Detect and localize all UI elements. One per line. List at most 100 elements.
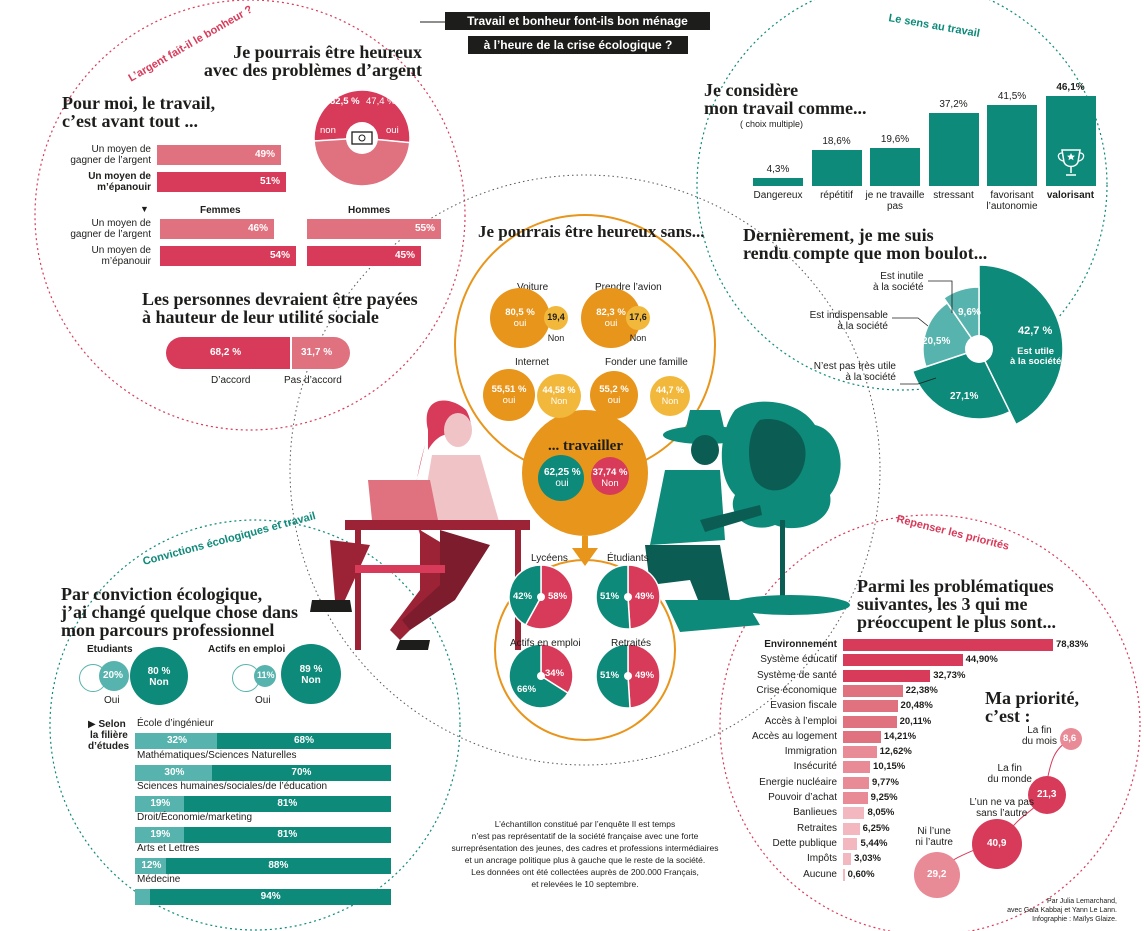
filiere-label-0: École d’ingénieur [137,718,214,729]
label-inutile: Est inutile à la société [873,271,924,293]
filiere-bar-5: 94% [135,889,391,905]
vbar-label-3: stressant [933,190,974,201]
etudiants-oui-value: 20% [103,670,124,681]
prio-label-15: Aucune [803,868,837,880]
prio-value-0: 78,83% [1056,639,1089,650]
filiere-non-0 [216,733,391,749]
heading-priorites-2: suivantes, les 3 qui me [857,594,1028,614]
filiere-label-2: Sciences humaines/sociales/de l’éducatio… [137,781,328,792]
actifs-oui-value: 11% [257,670,275,680]
prio-label-11: Banlieues [793,807,837,819]
filiere-bar-3: 19% 81% [135,827,391,843]
prio-value-14: 3,03% [854,853,881,865]
bar-hommes-argent: 55% [307,219,441,239]
group-pie-2 [508,643,574,709]
choix-multiple: ( choix multiple) [740,119,804,129]
prio-bar-9 [843,776,870,789]
label-epanouir-2: Un moyen de m’épanouir [91,245,151,267]
filiere-non-1 [211,765,391,781]
prio-bar-5 [843,715,897,728]
prio-value-5: 20,11% [899,715,932,727]
label-argent-2: Un moyen de gagner de l’argent [70,218,151,240]
bubble-oui-3 [590,371,638,419]
filiere-oui-4 [135,858,166,874]
pie-pauvre-oui-value: 47,4 % [366,96,396,107]
footnote: L’échantillon constitué par l’enquête Il… [451,819,719,889]
pas-accord-value: 31,7 % [301,347,333,358]
prio-bar-6 [843,730,881,743]
bar-accord [166,337,294,369]
prio-bar-3 [843,684,903,697]
travailler-oui-bubble [538,455,584,501]
prio-label-14: Impôts [806,853,837,865]
filiere-oui-value-2: 19% [150,798,171,809]
section-circle-argent [34,0,466,431]
bar-hommes-epanouir: 45% [307,246,421,266]
prio-value-8: 10,15% [873,761,906,773]
bar-argent-total: 49% [157,145,281,165]
filiere-non-value-0: 68% [293,735,314,746]
vbar-3 [928,113,979,186]
filiere-non-value-2: 81% [277,798,298,809]
prio-bar-8 [843,761,871,774]
group-pie-oui-slice-0 [508,564,542,627]
trophy-icon [1057,149,1084,176]
filiere-oui-5 [135,889,151,905]
pie-boulot-indispensable-value: 20,5% [922,336,951,347]
vbar-label-1: répétitif [820,190,853,201]
filiere-label-5: Médecine [137,874,181,885]
group-pie-non-value-0: 58% [548,591,568,602]
prio-label-1: Système éducatif [760,654,837,666]
bubble-oui-text-2: 55,51 % oui [491,384,527,406]
heading-priorite-1: Ma priorité, [985,688,1079,708]
prio-label-10: Pouvoir d’achat [768,792,837,803]
priorite-label-fin-mois: La fin du mois [1021,725,1057,747]
group-pie-oui-value-1: 51% [600,591,620,602]
label-argent: Un moyen de gagner de l’argent [70,144,151,166]
priorite-label-les-deux: L’un ne va pas sans l’autre [969,797,1035,819]
etudiants-label: Etudiants [87,644,133,655]
prio-value-11: 8,05% [867,807,895,819]
priorite-bubble-fin-monde [1028,776,1066,814]
prio-value-9: 9,77% [872,776,899,788]
pie-pauvre [313,89,411,187]
groups-orange-ring [494,559,676,741]
prio-label-3: Crise économique [756,684,837,696]
section-circle-sens [696,0,1108,391]
heading-priorite-2: c’est : [985,706,1031,726]
group-pie-oui-value-3: 51% [600,670,620,681]
filiere-label: ▶ Selon la filière d’études [88,719,130,752]
filiere-bar-2: 19% 81% [135,796,391,812]
actifs-oui-label: Oui [255,695,271,706]
prio-label-5: Accès à l’emploi [764,715,837,727]
pie-slice-non [313,89,411,144]
femmes-label: Femmes [200,205,241,216]
prio-bar-13 [843,837,858,850]
travailler-heading: ... travailler [548,438,623,454]
prio-bar-1 [843,654,963,667]
travailler-non-value: 37,74 % Non [592,467,628,489]
triangle-marker: ▼ [140,204,149,214]
prio-bar-2 [843,669,931,682]
filiere-oui-value-4: 12% [141,860,162,871]
heading-convictions-2: j’ai changé quelque chose dans [61,602,299,622]
vbar-1 [811,149,862,186]
bubble-non-text-2: 44,58 % Non [542,385,576,406]
bubble-non-text-3: 44,7 % Non [655,385,685,406]
bubble-non-1 [626,306,650,330]
pie-boulot-utile-label: Est utile à la société [1010,346,1062,367]
title-line-2: à l’heure de la crise écologique ? [468,36,688,54]
label-indispensable: Est indispensable à la société [809,310,888,332]
travailler-circle [522,410,648,536]
filiere-bar-4: 12% 88% [135,858,391,874]
pie-boulot-pasutile-value: 27,1% [950,391,979,402]
prio-label-7: Immigration [784,746,837,758]
actifs-non-value: 89 % Non [299,664,323,686]
travailler-oui-value: 62,25 % oui [544,467,581,489]
heading-payees-2: à hauteur de leur utilité sociale [142,307,379,327]
group-pie-oui-slice-1 [595,564,631,630]
prio-bar-12 [843,822,860,835]
prio-bar-11 [843,807,865,820]
heading-pauvre-2: avec des problèmes d’argent [203,60,422,80]
